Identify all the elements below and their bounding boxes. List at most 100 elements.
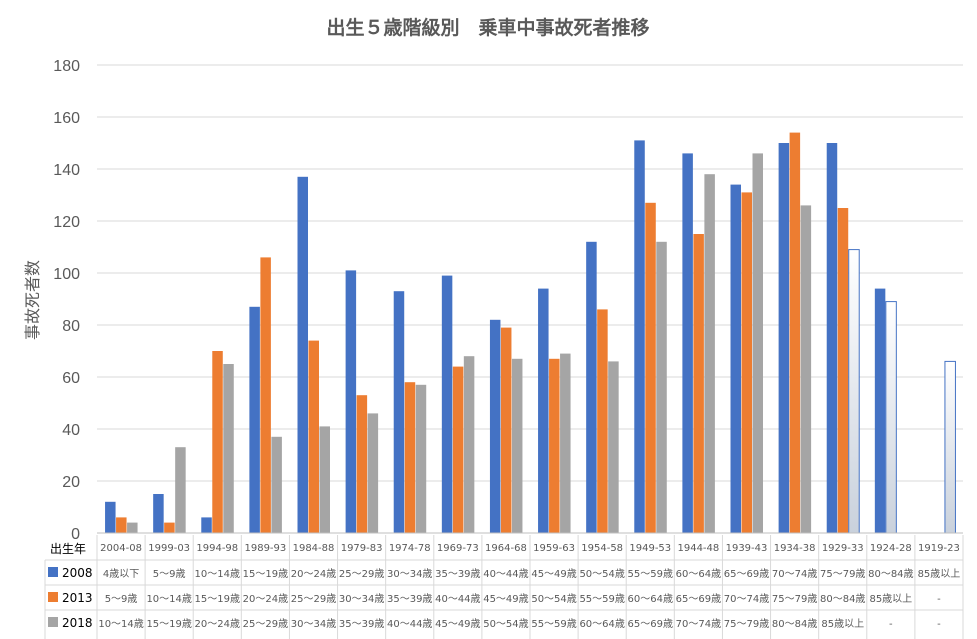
bar-2013-1969-73 [452, 366, 464, 533]
bar-2018-1984-88 [319, 426, 330, 533]
bar-2018-1929-33 [848, 249, 860, 534]
table-cell: 40～44歳 [387, 618, 432, 630]
x-tick-label: 1944-48 [677, 543, 719, 554]
x-tick-label: 1989-93 [244, 543, 286, 554]
bar-2008-1964-68 [489, 319, 501, 533]
bar-2008-1989-93 [249, 306, 260, 533]
table-cell: 65～69歳 [724, 568, 769, 580]
table-cell: 50～54歳 [579, 568, 624, 580]
table-cell: 10～14歳 [98, 618, 143, 630]
table-cell: 85歳以上 [918, 568, 961, 580]
table-cell: 25～29歳 [291, 593, 336, 605]
legend-label-2018: 2018 [62, 616, 93, 630]
bar-2013-2004-08 [116, 517, 127, 533]
bar-2018-1959-63 [560, 353, 571, 533]
x-tick-label: 1954-58 [581, 543, 623, 554]
bar-2013-1964-68 [500, 327, 512, 533]
bar-2013-1954-58 [597, 309, 608, 533]
y-tick-label: 160 [53, 110, 80, 127]
bar-2008-1994-98 [201, 517, 212, 533]
bar-2018-1964-68 [511, 358, 523, 533]
x-tick-label: 1924-28 [870, 543, 912, 554]
bar-2013-1924-28 [885, 301, 897, 534]
bar-2008-1999-03 [153, 494, 164, 533]
table-cell: 20～24歳 [291, 568, 336, 580]
bar-2013-1994-98 [212, 351, 223, 533]
bar-2013-1939-43 [741, 192, 752, 533]
table-cell: 60～64歳 [628, 593, 673, 605]
table-cell: - [937, 594, 941, 605]
x-tick-label: 1964-68 [485, 543, 527, 554]
bar-2013-1944-48 [693, 234, 704, 533]
bar-2018-2004-08 [127, 522, 138, 533]
table-cell: 10～14歳 [195, 568, 240, 580]
bar-2008-2004-08 [105, 501, 116, 533]
table-cell: 55～59歳 [531, 618, 576, 630]
table-cell: 15～19歳 [195, 593, 240, 605]
bar-2008-1974-78 [393, 291, 405, 533]
bar-2018-1999-03 [175, 447, 186, 533]
bar-2018-1954-58 [608, 361, 619, 533]
x-tick-label: 1919-23 [918, 543, 960, 554]
data-table: 出生年 2004-08 1999-03 1994-98 1989-93 1984-88 1… [44, 532, 964, 639]
table-cell: 80～84歳 [820, 593, 865, 605]
bar-2008-1969-73 [441, 275, 453, 533]
bar-2008-1959-63 [538, 288, 549, 533]
x-tick-label: 1994-98 [196, 543, 238, 554]
bar-2013-1979-83 [356, 395, 368, 533]
table-cell: 65～69歳 [676, 593, 721, 605]
table-cell: 45～49歳 [483, 593, 528, 605]
table-cell: - [889, 619, 893, 630]
table-cell: 20～24歳 [243, 593, 288, 605]
table-cell: 45～49歳 [435, 618, 480, 630]
table-cell: 5～9歳 [153, 568, 186, 580]
y-tick-label: 40 [62, 422, 80, 439]
bar-2018-1934-38 [800, 205, 812, 533]
legend-swatch-2008 [48, 567, 58, 577]
bar-2008-1939-43 [730, 184, 741, 533]
y-tick-label: 180 [53, 58, 80, 75]
bars [105, 132, 956, 534]
bar-2013-1929-33 [837, 208, 849, 533]
bar-2008-1944-48 [682, 153, 693, 533]
table-header-label: 出生年 [50, 542, 86, 556]
x-tick-label: 1969-73 [437, 543, 479, 554]
bar-2018-1944-48 [704, 174, 715, 533]
table-cell: 5～9歳 [105, 593, 138, 605]
table-cell: 35～39歳 [387, 593, 432, 605]
table-cell: 30～34歳 [291, 618, 336, 630]
table-cell: 80～84歳 [772, 618, 817, 630]
table-cell: 70～74歳 [724, 593, 769, 605]
bar-2008-1954-58 [586, 241, 597, 534]
bar-2018-1919-23 [944, 360, 956, 534]
table-cell: 55～59歳 [628, 568, 673, 580]
bar-2013-1949-53 [645, 202, 656, 534]
bar-2018-1949-53 [656, 241, 667, 534]
table-cell: 50～54歳 [483, 618, 528, 630]
legend-swatch-2013 [48, 592, 58, 602]
bar-2018-1939-43 [752, 153, 763, 533]
y-tick-label: 20 [62, 474, 80, 491]
table-cell: 40～44歳 [435, 593, 480, 605]
table-cell: - [937, 619, 941, 630]
legend-label-2008: 2008 [62, 566, 93, 580]
table-cell: 40～44歳 [483, 568, 528, 580]
bar-2008-1934-38 [778, 143, 790, 533]
table-cell: 75～79歳 [724, 618, 769, 630]
legend-swatch-2018 [48, 617, 58, 627]
y-tick-label: 120 [53, 214, 80, 231]
bar-2008-1949-53 [634, 140, 645, 533]
x-tick-label: 1999-03 [148, 543, 190, 554]
table-cell: 35～39歳 [435, 568, 480, 580]
table-cell: 75～79歳 [820, 568, 865, 580]
bar-2013-1974-78 [404, 382, 416, 533]
table-cell: 55～59歳 [579, 593, 624, 605]
table-cell: 15～19歳 [243, 568, 288, 580]
table-cell: 50～54歳 [531, 593, 576, 605]
y-tick-label: 60 [62, 370, 80, 387]
chart-title: 出生５歳階級別 乗車中事故死者推移 [326, 16, 649, 39]
table-cell: 15～19歳 [146, 618, 191, 630]
table-cell: 65～69歳 [628, 618, 673, 630]
